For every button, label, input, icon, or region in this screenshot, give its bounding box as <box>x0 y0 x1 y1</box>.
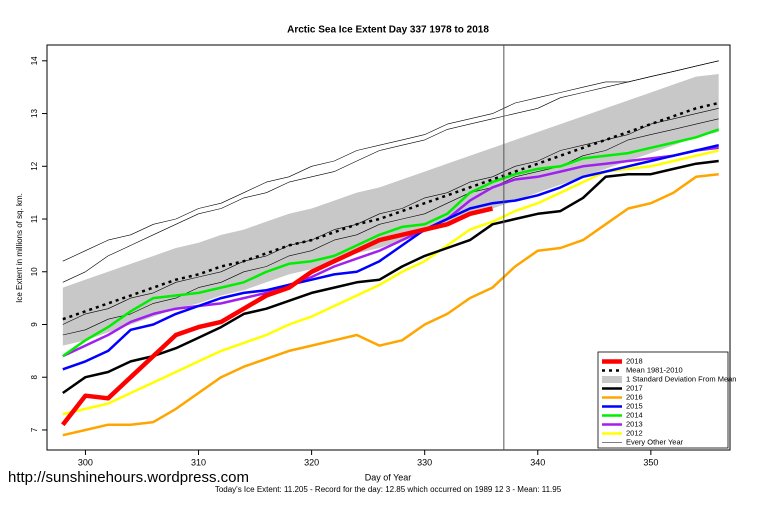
y-axis-label: Ice Extent in millions of sq. km. <box>15 193 24 303</box>
x-tick-label: 310 <box>191 457 206 467</box>
series-line <box>62 172 719 437</box>
other-year-line <box>62 60 719 262</box>
legend-label: 2016 <box>626 392 643 401</box>
y-tick-label: 11 <box>30 214 39 223</box>
y-tick-label: 13 <box>30 109 39 118</box>
y-tick-label: 8 <box>30 374 39 379</box>
x-tick-label: 330 <box>417 457 432 467</box>
series-line <box>61 206 494 427</box>
legend-label: 2018 <box>626 356 643 365</box>
std-band <box>62 74 719 346</box>
plot-area <box>61 60 720 437</box>
series-line <box>62 101 719 321</box>
legend-label: 2013 <box>626 419 643 428</box>
y-tick-label: 7 <box>30 427 39 432</box>
series-line <box>62 146 719 358</box>
legend-label: 1 Standard Deviation From Mean <box>626 374 736 383</box>
x-tick-label: 300 <box>78 457 93 467</box>
x-tick-label: 350 <box>643 457 658 467</box>
y-tick-label: 12 <box>30 161 39 170</box>
legend-label: Mean 1981-2010 <box>626 365 683 374</box>
legend-label: 2012 <box>626 428 643 437</box>
footer: Today's Ice Extent: 11.205 - Record for … <box>215 485 562 494</box>
plot-frame <box>46 44 731 451</box>
y-tick-label: 10 <box>30 267 39 276</box>
legend-label: 2015 <box>626 401 643 410</box>
y-tick-label: 14 <box>30 56 39 65</box>
legend-label: Every Other Year <box>626 437 684 446</box>
other-year-line <box>62 118 719 336</box>
x-tick-label: 340 <box>530 457 545 467</box>
series-line <box>62 128 720 358</box>
x-tick-label: 320 <box>304 457 319 467</box>
series-line <box>62 159 719 395</box>
series-line <box>62 143 719 371</box>
watermark: http://sunshinehours.wordpress.com <box>8 469 249 486</box>
y-tick-label: 9 <box>30 322 39 327</box>
legend-box <box>597 351 729 449</box>
legend-label: 2017 <box>626 383 643 392</box>
other-year-line <box>62 60 719 283</box>
legend-label: 2014 <box>626 410 643 419</box>
x-axis-label: Day of Year <box>365 472 412 482</box>
legend-swatch <box>602 376 622 383</box>
chart-title: Arctic Sea Ice Extent Day 337 1978 to 20… <box>287 25 489 36</box>
